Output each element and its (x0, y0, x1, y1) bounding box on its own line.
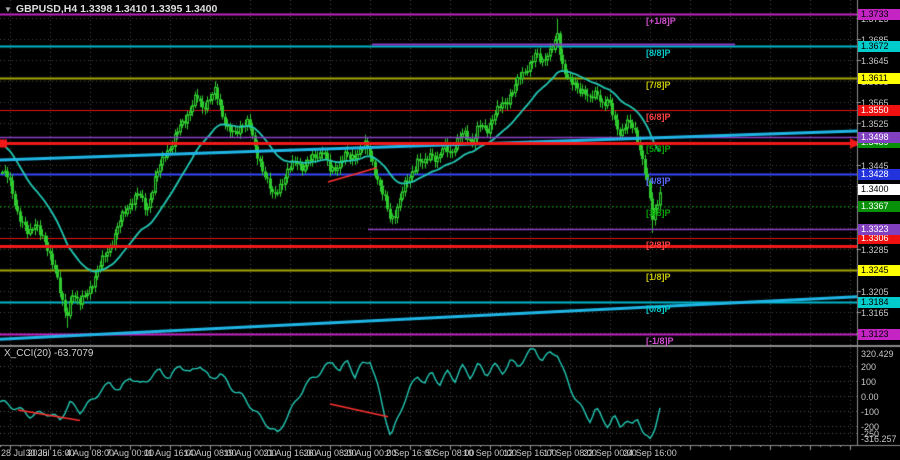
price-tick-label: 1.3565 (861, 98, 889, 109)
time-tick-label: 10 Sep 00:00 (463, 448, 517, 458)
price-tick-label: 1.3445 (861, 161, 889, 172)
murrey-chart-label: [4/8]P (646, 176, 671, 187)
murrey-price-label: 1.3245 (858, 265, 900, 277)
time-tick-label: 21 Aug 16:00 (263, 448, 317, 458)
time-tick-label: 30 Jul 16:00 (25, 448, 75, 458)
time-tick-label: 22 Sep 00:00 (583, 448, 637, 458)
time-tick-label: 14 Aug 08:00 (183, 448, 237, 458)
time-tick-label: 26 Aug 08:00 (303, 448, 357, 458)
hline-price-label: 1.3323 (858, 224, 900, 236)
time-tick-label: 17 Sep 08:00 (543, 448, 597, 458)
murrey-price-label: 1.3367 (858, 201, 900, 213)
murrey-chart-label: [3/8]P (646, 208, 671, 219)
murrey-price-label: 1.3428 (858, 169, 900, 181)
price-tick-label: 1.3645 (861, 56, 889, 67)
murrey-price-label: 1.3123 (858, 329, 900, 341)
time-tick-label: 24 Sep 16:00 (623, 448, 677, 458)
murrey-chart-label: [+1/8]P (646, 16, 676, 27)
murrey-chart-label: [7/8]P (646, 80, 671, 91)
murrey-price-label: 1.3611 (858, 73, 900, 85)
murrey-chart-label: [6/8]P (646, 112, 671, 123)
murrey-price-label: 1.3306 (858, 233, 900, 245)
cci-tick-label: 0.00 (861, 391, 879, 402)
murrey-price-label: 1.3550 (858, 105, 900, 117)
murrey-chart-label: [-1/8]P (646, 336, 674, 347)
price-tick-label: 1.3525 (861, 119, 889, 130)
hline-price-label: 1.3498 (858, 132, 900, 144)
murrey-price-label: 1.3184 (858, 297, 900, 309)
cci-tick-label: 200 (861, 361, 877, 372)
cci-tick-label: -200 (861, 421, 880, 432)
murrey-chart-label: [5/8]P (646, 144, 671, 155)
time-tick-label: 4 Aug 08:00 (65, 448, 115, 458)
murrey-chart-label: [8/8]P (646, 48, 671, 59)
time-tick-label: 11 Aug 16:00 (143, 448, 197, 458)
time-tick-label: 29 Aug 00:00 (343, 448, 397, 458)
price-tick-label: 1.3205 (861, 287, 889, 298)
symbol-ohlc-title: GBPUSD,H4 1.3398 1.3410 1.3395 1.3400 (15, 3, 218, 15)
cci-tick-label: -100 (861, 406, 880, 417)
price-tick-label: 1.3285 (861, 245, 889, 256)
symbol-dropdown-icon[interactable]: ▼ (4, 5, 12, 14)
cci-tick-label: 100 (861, 376, 877, 387)
time-tick-label: 28 Jul 2025 (1, 448, 48, 458)
time-tick-label: 19 Aug 00:00 (223, 448, 277, 458)
price-tick-label: 1.3685 (861, 35, 889, 45)
murrey-price-label: 1.3733 (858, 9, 900, 21)
cci-min-label: -316.257 (861, 434, 897, 444)
murrey-chart-label: [2/8]P (646, 240, 671, 251)
chart-title: ▼ GBPUSD,H4 1.3398 1.3410 1.3395 1.3400 (4, 3, 217, 15)
cci-max-label: 320.429 (861, 349, 894, 359)
time-tick-label: 5 Sep 08:00 (425, 448, 475, 458)
cci-tick-label: -250 (861, 429, 880, 440)
time-tick-label: 7 Aug 00:00 (105, 448, 155, 458)
price-tick-label: 1.3165 (861, 308, 889, 319)
time-tick-label: 2 Sep 16:00 (385, 448, 435, 458)
time-tick-label: 12 Sep 16:00 (503, 448, 557, 458)
murrey-chart-label: [0/8]P (646, 304, 671, 315)
indicator-label: X_CCI(20) -63.7079 (4, 348, 94, 359)
current-price-label: 1.3400 (858, 183, 900, 195)
murrey-price-label: 1.3672 (858, 41, 900, 53)
murrey-chart-label: [1/8]P (646, 272, 671, 283)
